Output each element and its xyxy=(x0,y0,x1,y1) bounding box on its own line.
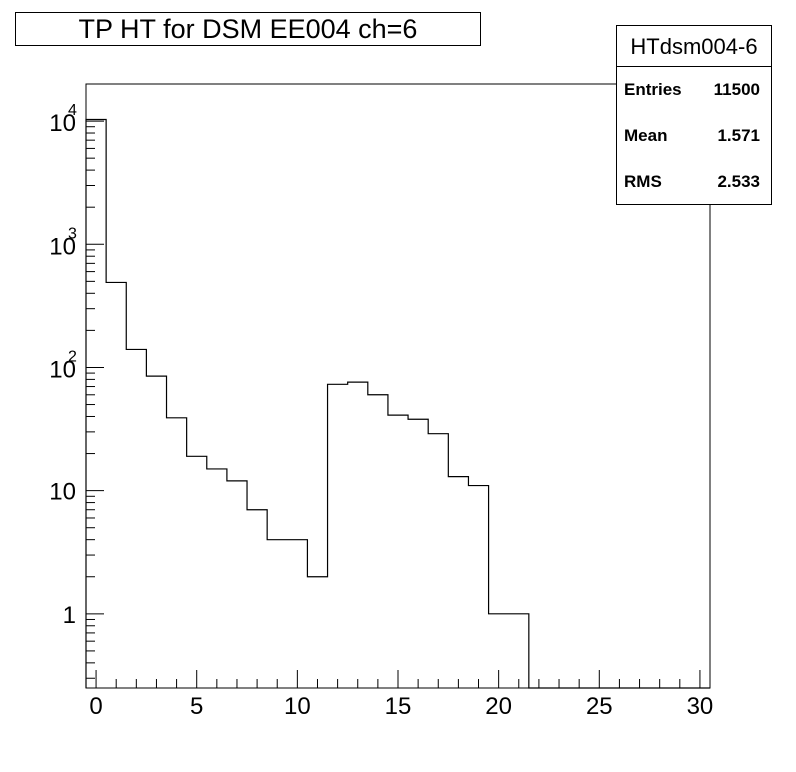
stats-mean-row: Mean 1.571 xyxy=(617,113,771,159)
stats-mean-value: 1.571 xyxy=(717,126,760,145)
stats-rms-label: RMS xyxy=(624,172,662,191)
stats-rms-value: 2.533 xyxy=(717,172,760,191)
stats-box: HTdsm004-6 Entries 11500 Mean 1.571 RMS … xyxy=(616,25,772,205)
histogram-outline xyxy=(85,118,710,689)
y-tick-label: 10 xyxy=(49,479,76,506)
y-tick-exponent: 3 xyxy=(68,225,77,242)
stats-title: HTdsm004-6 xyxy=(617,26,771,67)
stats-entries-row: Entries 11500 xyxy=(617,67,771,113)
y-tick-label: 1 xyxy=(63,602,76,629)
y-tick-exponent: 4 xyxy=(68,102,77,119)
y-tick-label: 10 xyxy=(49,110,76,137)
x-tick-label: 25 xyxy=(586,693,613,720)
chart-title: TP HT for DSM EE004 ch=6 xyxy=(78,14,418,44)
x-tick-label: 20 xyxy=(485,693,512,720)
x-tick-label: 15 xyxy=(385,693,412,720)
stats-entries-label: Entries xyxy=(624,80,682,99)
x-axis-tick-labels: 0 5 10 15 20 25 30 xyxy=(89,693,713,720)
y-tick-label: 10 xyxy=(49,233,76,260)
x-tick-label: 10 xyxy=(284,693,311,720)
x-tick-label: 0 xyxy=(89,693,102,720)
stats-entries-value: 11500 xyxy=(713,80,760,99)
y-tick-label: 10 xyxy=(49,356,76,383)
y-axis-ticks xyxy=(86,83,104,679)
y-tick-exponent: 2 xyxy=(68,348,77,365)
x-tick-label: 5 xyxy=(190,693,203,720)
plot-frame xyxy=(85,83,711,689)
stats-rms-row: RMS 2.533 xyxy=(617,159,771,205)
x-axis-ticks xyxy=(95,670,701,688)
stats-mean-label: Mean xyxy=(624,126,668,145)
x-tick-label: 30 xyxy=(687,693,714,720)
chart-title-box: TP HT for DSM EE004 ch=6 xyxy=(15,12,481,46)
